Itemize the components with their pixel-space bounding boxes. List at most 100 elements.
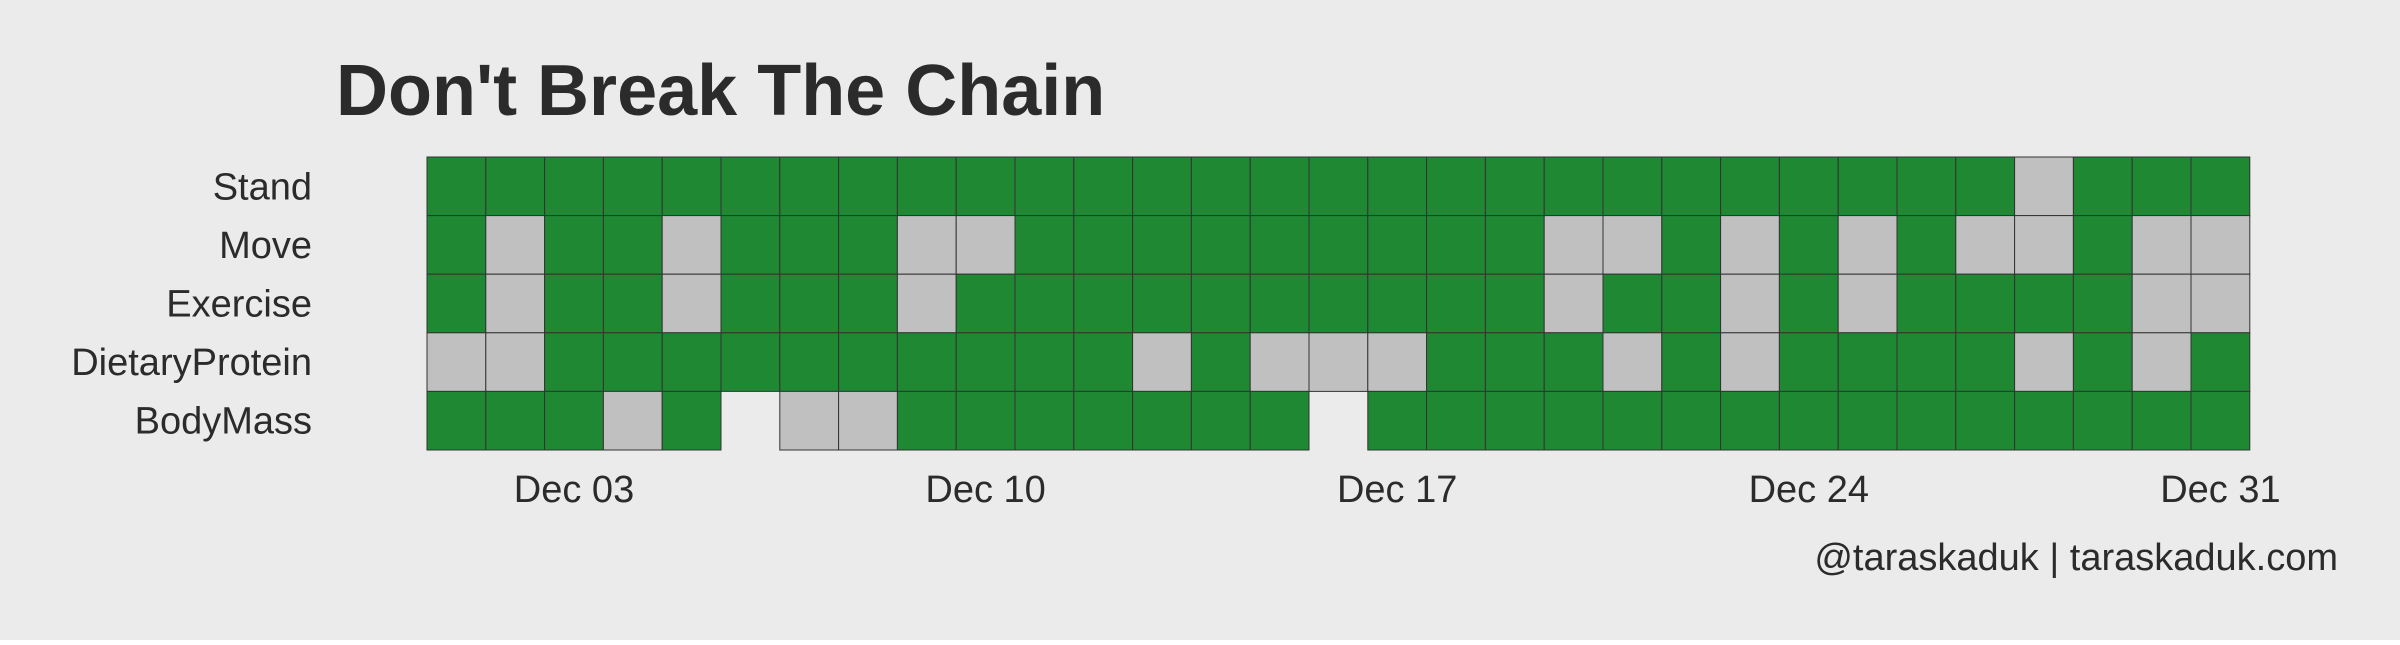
y-label-move: Move xyxy=(219,225,312,267)
cell-exercise-day-19 xyxy=(1484,273,1545,334)
cell-stand-day-30 xyxy=(2131,156,2192,217)
cell-exercise-day-23 xyxy=(1720,273,1780,334)
cell-dietaryprotein-day-6 xyxy=(720,332,781,392)
cell-dietaryprotein-day-30 xyxy=(2131,332,2192,392)
cell-bodymass-day-24 xyxy=(1778,390,1839,451)
cell-exercise-day-1 xyxy=(426,273,487,334)
cell-dietaryprotein-day-31 xyxy=(2190,332,2251,392)
cell-move-day-23 xyxy=(1720,215,1780,275)
cell-stand-day-24 xyxy=(1778,156,1839,217)
cell-stand-day-4 xyxy=(602,156,663,217)
cell-dietaryprotein-day-14 xyxy=(1190,332,1251,392)
cell-move-day-11 xyxy=(1014,215,1075,275)
cell-exercise-day-18 xyxy=(1426,273,1486,334)
cell-dietaryprotein-day-29 xyxy=(2072,332,2133,392)
cell-exercise-day-22 xyxy=(1661,273,1722,334)
cell-exercise-day-27 xyxy=(1955,273,2016,334)
cell-stand-day-25 xyxy=(1837,156,1898,217)
cell-stand-day-23 xyxy=(1720,156,1780,217)
cell-exercise-day-9 xyxy=(896,273,957,334)
cell-move-day-14 xyxy=(1190,215,1251,275)
cell-stand-day-18 xyxy=(1426,156,1486,217)
cell-bodymass-day-10 xyxy=(955,390,1016,451)
cell-bodymass-day-1 xyxy=(426,390,487,451)
cell-move-day-28 xyxy=(2014,215,2074,275)
cell-bodymass-day-25 xyxy=(1837,390,1898,451)
cell-move-day-4 xyxy=(602,215,663,275)
cell-bodymass-day-23 xyxy=(1720,390,1780,451)
cell-exercise-day-7 xyxy=(779,273,840,334)
cell-dietaryprotein-day-22 xyxy=(1661,332,1722,392)
cell-bodymass-day-29 xyxy=(2072,390,2133,451)
cell-move-day-2 xyxy=(485,215,546,275)
cell-stand-day-27 xyxy=(1955,156,2016,217)
cell-move-day-9 xyxy=(896,215,957,275)
cell-stand-day-1 xyxy=(426,156,487,217)
cell-exercise-day-10 xyxy=(955,273,1016,334)
cell-bodymass-day-3 xyxy=(544,390,604,451)
cell-dietaryprotein-day-18 xyxy=(1426,332,1486,392)
cell-move-day-12 xyxy=(1073,215,1134,275)
cell-stand-day-8 xyxy=(838,156,898,217)
cell-move-day-22 xyxy=(1661,215,1722,275)
cell-bodymass-day-14 xyxy=(1190,390,1251,451)
cell-dietaryprotein-day-7 xyxy=(779,332,840,392)
cell-dietaryprotein-day-5 xyxy=(661,332,722,392)
cell-exercise-day-29 xyxy=(2072,273,2133,334)
cell-stand-day-28 xyxy=(2014,156,2074,217)
x-tick-label: Dec 03 xyxy=(514,469,634,511)
cell-stand-day-6 xyxy=(720,156,781,217)
cell-stand-day-29 xyxy=(2072,156,2133,217)
cell-move-day-15 xyxy=(1249,215,1310,275)
x-tick-label: Dec 17 xyxy=(1337,469,1457,511)
cell-dietaryprotein-day-25 xyxy=(1837,332,1898,392)
cell-dietaryprotein-day-1 xyxy=(426,332,487,392)
cell-stand-day-31 xyxy=(2190,156,2251,217)
cell-move-day-20 xyxy=(1543,215,1604,275)
cell-bodymass-day-15 xyxy=(1249,390,1310,451)
cell-exercise-day-21 xyxy=(1602,273,1663,334)
cell-exercise-day-14 xyxy=(1190,273,1251,334)
cell-exercise-day-31 xyxy=(2190,273,2251,334)
cell-bodymass-day-5 xyxy=(661,390,722,451)
cell-bodymass-day-2 xyxy=(485,390,546,451)
cell-exercise-day-13 xyxy=(1132,273,1192,334)
chart-title: Don't Break The Chain xyxy=(336,51,1105,131)
cell-stand-day-22 xyxy=(1661,156,1722,217)
cell-dietaryprotein-day-24 xyxy=(1778,332,1839,392)
cell-stand-day-5 xyxy=(661,156,722,217)
y-label-exercise: Exercise xyxy=(166,284,312,326)
cell-stand-day-19 xyxy=(1484,156,1545,217)
x-tick-label: Dec 31 xyxy=(2160,469,2280,511)
cell-stand-day-13 xyxy=(1132,156,1192,217)
cell-move-day-18 xyxy=(1426,215,1486,275)
cell-bodymass-day-18 xyxy=(1426,390,1486,451)
y-label-dietaryprotein: DietaryProtein xyxy=(71,342,312,384)
cell-exercise-day-28 xyxy=(2014,273,2074,334)
cell-bodymass-day-28 xyxy=(2014,390,2074,451)
cell-bodymass-day-30 xyxy=(2131,390,2192,451)
cell-move-day-8 xyxy=(838,215,898,275)
cell-move-day-26 xyxy=(1896,215,1957,275)
cell-move-day-19 xyxy=(1484,215,1545,275)
cell-exercise-day-4 xyxy=(602,273,663,334)
cell-bodymass-day-26 xyxy=(1896,390,1957,451)
cell-stand-day-26 xyxy=(1896,156,1957,217)
cell-dietaryprotein-day-16 xyxy=(1308,332,1369,392)
cell-move-day-7 xyxy=(779,215,840,275)
chart-caption: @taraskaduk | taraskaduk.com xyxy=(1814,537,2338,579)
cell-bodymass-day-21 xyxy=(1602,390,1663,451)
cell-dietaryprotein-day-26 xyxy=(1896,332,1957,392)
cell-exercise-day-11 xyxy=(1014,273,1075,334)
cell-stand-day-17 xyxy=(1367,156,1428,217)
cell-dietaryprotein-day-15 xyxy=(1249,332,1310,392)
cell-exercise-day-6 xyxy=(720,273,781,334)
y-axis-labels: Stand Move Exercise DietaryProtein BodyMass xyxy=(71,166,312,442)
cell-stand-day-14 xyxy=(1190,156,1251,217)
cell-dietaryprotein-day-12 xyxy=(1073,332,1134,392)
cell-exercise-day-24 xyxy=(1778,273,1839,334)
cell-exercise-day-30 xyxy=(2131,273,2192,334)
cell-bodymass-day-13 xyxy=(1132,390,1192,451)
cell-bodymass-day-20 xyxy=(1543,390,1604,451)
cell-dietaryprotein-day-27 xyxy=(1955,332,2016,392)
